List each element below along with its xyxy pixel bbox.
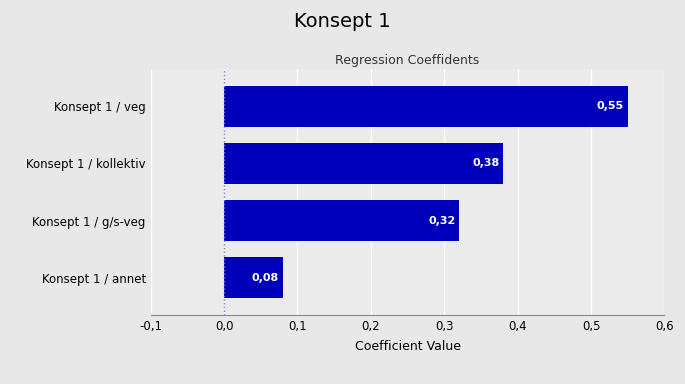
Text: Konsept 1: Konsept 1 bbox=[294, 12, 391, 30]
Text: 0,08: 0,08 bbox=[252, 273, 279, 283]
Text: 0,55: 0,55 bbox=[597, 101, 624, 111]
Bar bbox=[224, 86, 627, 127]
Text: 0,32: 0,32 bbox=[428, 215, 456, 225]
Bar bbox=[224, 143, 503, 184]
X-axis label: Coefficient Value: Coefficient Value bbox=[355, 340, 460, 353]
Text: 0,38: 0,38 bbox=[472, 159, 499, 169]
Bar bbox=[224, 257, 283, 298]
Bar bbox=[224, 200, 459, 241]
Title: Regression Coeffidents: Regression Coeffidents bbox=[336, 53, 479, 66]
